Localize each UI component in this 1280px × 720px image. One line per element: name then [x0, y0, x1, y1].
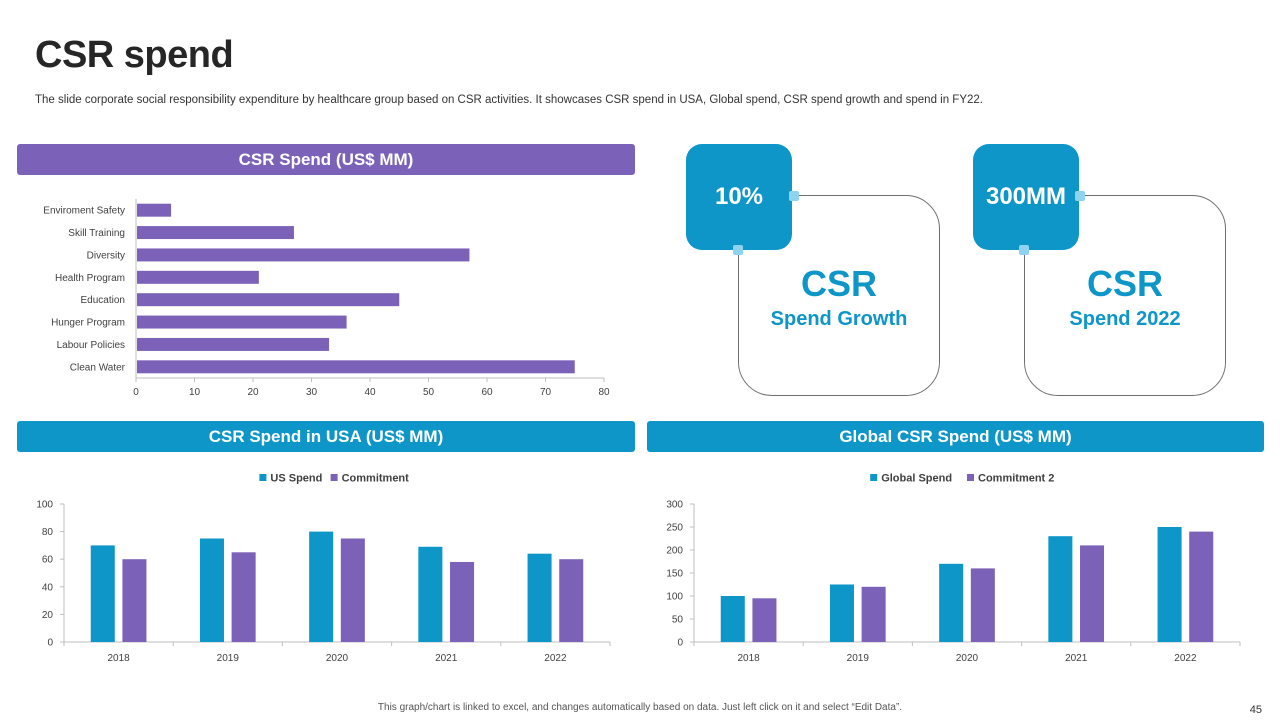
page-subtitle: The slide corporate social responsibilit…	[35, 94, 983, 106]
x-tick-label: 80	[598, 387, 610, 398]
category-label: Labour Policies	[57, 340, 125, 351]
footnote: This graph/chart is linked to excel, and…	[377, 702, 903, 713]
bar-global-spend-2018	[720, 596, 745, 642]
x-tick-label: 2020	[956, 653, 979, 664]
global-spend-banner: Global CSR Spend (US$ MM)	[647, 421, 1264, 452]
x-tick-label: 50	[423, 387, 435, 398]
legend-swatch	[870, 474, 878, 481]
x-tick-label: 70	[540, 387, 552, 398]
x-tick-label: 10	[189, 387, 201, 398]
y-tick-label: 250	[666, 523, 683, 534]
x-tick-label: 30	[306, 387, 318, 398]
bar-commitment-2019	[231, 552, 256, 642]
kpi-growth-sublabel: Spend Growth	[770, 308, 908, 330]
y-tick-label: 100	[36, 500, 53, 511]
bar-commitment-2-2022	[1189, 531, 1214, 642]
x-tick-label: 2022	[544, 653, 567, 664]
y-tick-label: 60	[42, 555, 54, 566]
usa-spend-banner: CSR Spend in USA (US$ MM)	[17, 421, 635, 452]
bar-health-program	[137, 270, 259, 284]
x-tick-label: 20	[247, 387, 259, 398]
bar-commitment-2-2019	[861, 586, 886, 642]
y-tick-label: 80	[42, 527, 54, 538]
kpi-connector-dot	[1019, 245, 1029, 255]
bar-commitment-2021	[450, 561, 475, 642]
kpi-spend-value: 300MM	[973, 144, 1079, 250]
bar-clean-water	[137, 360, 575, 374]
bar-us-spend-2019	[199, 538, 224, 642]
y-tick-label: 150	[666, 569, 683, 580]
bar-commitment-2018	[122, 559, 147, 642]
bar-commitment-2-2020	[970, 568, 995, 642]
bar-global-spend-2020	[939, 563, 964, 642]
x-tick-label: 2021	[435, 653, 458, 664]
y-tick-label: 0	[677, 638, 683, 649]
bar-commitment-2020	[340, 538, 365, 642]
bar-global-spend-2021	[1048, 536, 1073, 642]
bar-education	[137, 293, 400, 307]
bar-commitment-2022	[559, 559, 584, 642]
x-tick-label: 60	[481, 387, 493, 398]
category-label: Hunger Program	[51, 318, 125, 329]
y-tick-label: 50	[672, 615, 684, 626]
kpi-connector-dot	[733, 245, 743, 255]
bar-global-spend-2022	[1157, 527, 1182, 642]
bar-commitment-2-2018	[752, 598, 777, 642]
legend-label: Global Spend	[881, 473, 952, 485]
bar-labour-policies	[137, 337, 330, 351]
y-tick-label: 200	[666, 546, 683, 557]
bar-enviroment-safety	[137, 203, 172, 217]
legend-label: Commitment 2	[978, 473, 1054, 485]
x-tick-label: 2021	[1065, 653, 1088, 664]
bar-us-spend-2021	[418, 546, 443, 642]
category-label: Enviroment Safety	[43, 206, 125, 217]
bar-diversity	[137, 248, 470, 262]
csr-spend-chart[interactable]: 0 10 20 30 40 50 60 70 80 Enviroment Safety Skill …	[0, 195, 640, 405]
x-tick-label: 2019	[847, 653, 870, 664]
category-label: Health Program	[55, 273, 125, 284]
bar-us-spend-2018	[90, 545, 115, 642]
legend-swatch	[967, 474, 974, 481]
category-label: Clean Water	[70, 362, 126, 373]
bar-commitment-2-2021	[1080, 545, 1105, 642]
kpi-growth-label: CSR	[800, 263, 877, 304]
kpi-connector-dot	[1075, 191, 1085, 201]
kpi-connector-dot	[789, 191, 799, 201]
x-tick-label: 2018	[107, 653, 130, 664]
x-tick-label: 0	[133, 387, 139, 398]
category-label: Education	[81, 295, 125, 306]
legend-label: US Spend	[270, 473, 322, 485]
y-tick-label: 100	[666, 592, 683, 603]
legend-label: Commitment	[342, 473, 410, 485]
x-tick-label: 2022	[1174, 653, 1197, 664]
page-number: 45	[1249, 704, 1262, 716]
x-tick-label: 2020	[326, 653, 349, 664]
kpi-spend-sublabel: Spend 2022	[1069, 308, 1181, 330]
bar-hunger-program	[137, 315, 347, 329]
legend-swatch	[330, 474, 338, 481]
y-tick-label: 20	[42, 610, 54, 621]
page-title: CSR spend	[35, 34, 234, 76]
usa-spend-chart[interactable]: US Spend Commitment 0 20 40 60 80 100 2018 2019 20…	[0, 460, 640, 675]
y-tick-label: 40	[42, 582, 54, 593]
csr-spend-banner: CSR Spend (US$ MM)	[17, 144, 635, 175]
category-label: Diversity	[87, 250, 125, 261]
x-tick-label: 2019	[217, 653, 240, 664]
y-tick-label: 300	[666, 500, 683, 511]
y-tick-label: 0	[47, 638, 53, 649]
kpi-spend-label: CSR	[1086, 263, 1163, 304]
legend-swatch	[259, 474, 267, 481]
bar-skill-training	[137, 226, 294, 240]
x-tick-label: 2018	[737, 653, 760, 664]
bar-us-spend-2022	[527, 553, 552, 642]
bar-us-spend-2020	[309, 531, 334, 642]
bar-global-spend-2019	[829, 584, 854, 642]
global-spend-chart[interactable]: Global Spend Commitment 2 0 50 100 150 200 250 3…	[640, 460, 1280, 675]
x-tick-label: 40	[364, 387, 376, 398]
kpi-growth-value: 10%	[686, 144, 792, 250]
category-label: Skill Training	[68, 228, 125, 239]
